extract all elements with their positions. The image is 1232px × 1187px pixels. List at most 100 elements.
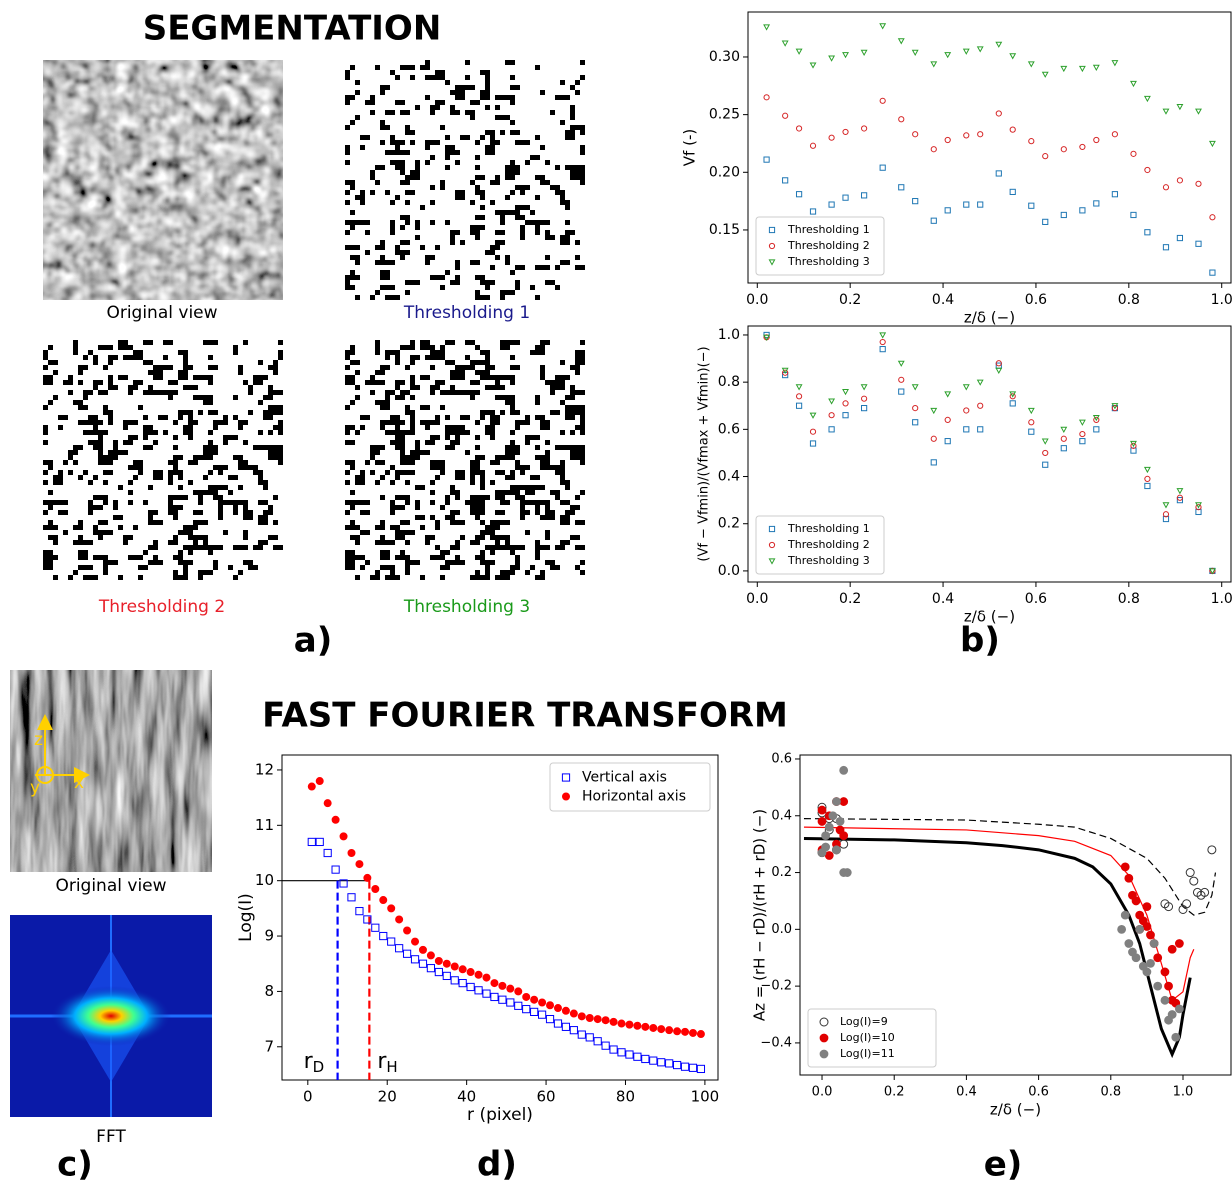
marker bbox=[768, 541, 776, 549]
marker bbox=[963, 407, 970, 414]
marker bbox=[839, 831, 849, 841]
axes-icon: z x y bbox=[30, 714, 90, 798]
marker bbox=[490, 992, 499, 1002]
plot-frame bbox=[747, 11, 1232, 284]
threshold-image bbox=[345, 340, 585, 580]
marker bbox=[781, 40, 789, 47]
reference-label: rD bbox=[304, 1049, 325, 1076]
x-tick-label: 0.8 bbox=[1118, 292, 1140, 308]
marker bbox=[688, 1028, 697, 1037]
marker bbox=[839, 765, 849, 775]
marker bbox=[1162, 502, 1170, 509]
marker bbox=[379, 931, 388, 941]
marker bbox=[387, 904, 396, 913]
marker bbox=[1041, 71, 1049, 78]
marker bbox=[1078, 65, 1086, 73]
black-pixels bbox=[345, 60, 585, 300]
x-tick-label: 60 bbox=[537, 1088, 556, 1106]
marker bbox=[828, 426, 835, 433]
marker bbox=[912, 419, 919, 426]
marker bbox=[1182, 899, 1192, 909]
marker bbox=[1009, 188, 1016, 195]
marker bbox=[681, 1027, 690, 1036]
marker bbox=[782, 112, 789, 119]
marker bbox=[1060, 211, 1067, 219]
marker bbox=[1160, 995, 1170, 1005]
marker bbox=[962, 384, 970, 391]
marker bbox=[912, 131, 919, 138]
x-tick-label: 0.8 bbox=[1100, 1085, 1121, 1100]
marker bbox=[537, 1010, 547, 1019]
marker bbox=[828, 201, 835, 208]
marker bbox=[944, 52, 952, 59]
legend-box bbox=[755, 216, 885, 276]
axis-letter: x bbox=[74, 773, 84, 793]
marker bbox=[898, 184, 905, 191]
chart: 0.0 0.2 0.4 0.6 0.8 1.0 0.15 0.20 0.25 0.30 z/δ (−… bbox=[681, 11, 1232, 327]
marker bbox=[474, 986, 483, 995]
marker bbox=[1162, 108, 1170, 115]
marker bbox=[1144, 482, 1151, 490]
marker bbox=[315, 837, 324, 847]
marker bbox=[1111, 191, 1118, 198]
x-tick-label: 1.0 bbox=[1211, 591, 1232, 607]
marker bbox=[1042, 461, 1049, 468]
y-tick-label: −0.4 bbox=[760, 1035, 792, 1050]
reference-label: rH bbox=[377, 1049, 397, 1076]
marker bbox=[458, 979, 467, 988]
segmentation-title: SEGMENTATION bbox=[143, 9, 442, 49]
marker bbox=[1079, 430, 1086, 438]
x-tick-label: 40 bbox=[457, 1088, 476, 1106]
x-tick-label: 0.6 bbox=[1025, 292, 1047, 308]
marker bbox=[1176, 103, 1184, 111]
marker bbox=[995, 41, 1003, 48]
axis-letter: y bbox=[30, 778, 40, 798]
legend: Thresholding 1 Thresholding 2 Thresholding… bbox=[755, 216, 885, 276]
marker bbox=[842, 52, 849, 59]
marker bbox=[930, 61, 938, 68]
marker bbox=[768, 558, 776, 565]
marker bbox=[995, 110, 1002, 117]
marker bbox=[782, 177, 789, 184]
marker bbox=[944, 391, 952, 398]
marker bbox=[977, 402, 984, 409]
legend-label: Thresholding 3 bbox=[787, 255, 870, 268]
marker bbox=[641, 1022, 650, 1031]
marker bbox=[782, 369, 789, 376]
marker bbox=[1207, 845, 1217, 855]
marker bbox=[1028, 419, 1035, 426]
marker bbox=[331, 815, 340, 824]
legend: Thresholding 1 Thresholding 2 Thresholding… bbox=[755, 515, 885, 575]
x-axis-label: z/δ (−) bbox=[964, 309, 1015, 327]
marker bbox=[426, 964, 436, 973]
marker bbox=[442, 971, 451, 981]
marker bbox=[458, 965, 467, 974]
marker bbox=[763, 334, 771, 341]
caption: Original view bbox=[55, 876, 166, 896]
marker bbox=[1042, 218, 1049, 225]
marker bbox=[506, 998, 515, 1007]
marker bbox=[817, 817, 827, 826]
marker bbox=[828, 55, 836, 62]
plot-frame bbox=[799, 754, 1232, 1076]
y-tick-label: 11 bbox=[255, 816, 274, 834]
marker bbox=[665, 1059, 674, 1068]
marker bbox=[633, 1021, 642, 1030]
marker bbox=[482, 989, 491, 998]
marker bbox=[577, 1030, 586, 1039]
x-tick-label: 0.0 bbox=[746, 292, 768, 308]
caption: FFT bbox=[96, 1127, 126, 1147]
marker bbox=[809, 440, 817, 447]
marker bbox=[1027, 61, 1035, 68]
marker bbox=[819, 1049, 829, 1059]
fft-title: FAST FOURIER TRANSFORM bbox=[262, 696, 788, 736]
marker bbox=[1176, 177, 1184, 184]
marker bbox=[649, 1056, 658, 1065]
marker bbox=[355, 907, 364, 916]
marker bbox=[315, 777, 324, 786]
marker bbox=[976, 46, 984, 53]
marker bbox=[585, 1033, 594, 1042]
marker bbox=[795, 125, 803, 132]
plot-frame bbox=[281, 754, 719, 1081]
